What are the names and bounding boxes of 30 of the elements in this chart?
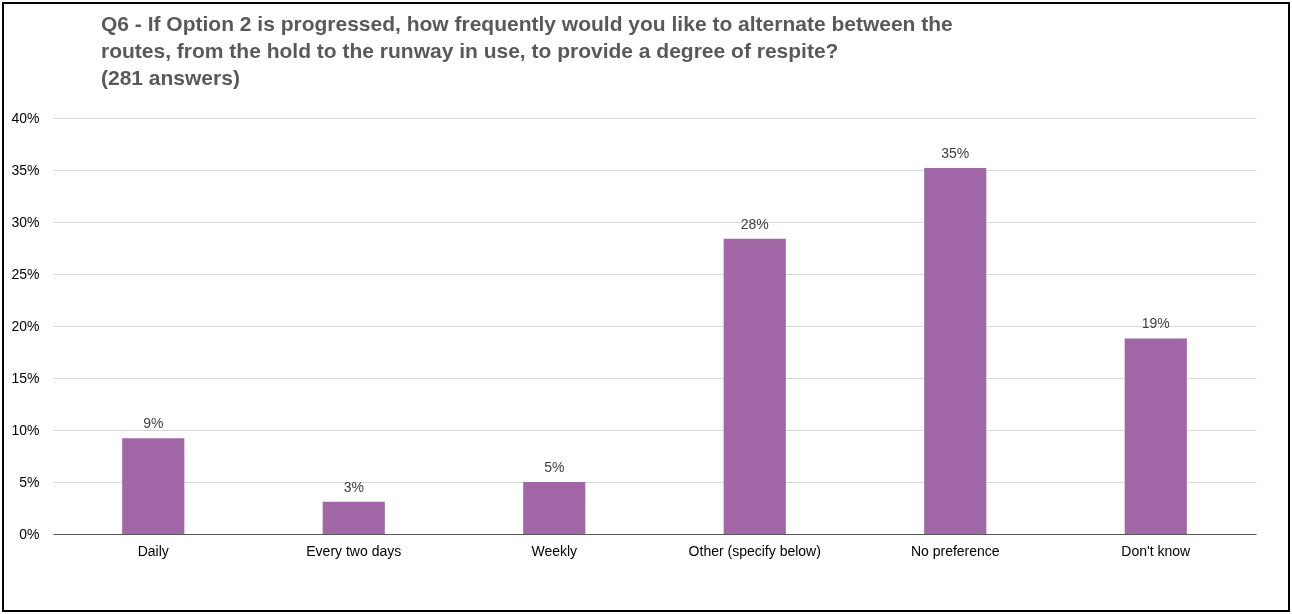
data-label: 35% [941,144,970,161]
text: (281 answers) [100,66,240,89]
data-label: 9% [143,415,164,432]
x-tick-label: Weekly [531,542,578,559]
x-tick-label: Other (specify below) [688,542,821,559]
y-tick-label: 5% [19,473,40,490]
y-tick-label: 0% [19,525,40,542]
text: Q6 - If Option 2 is progressed, how frequently would you like to alternate between the [100,12,953,35]
x-tick-label: Daily [137,542,169,559]
y-tick-label: 20% [11,317,40,334]
bar [1124,338,1187,534]
data-label: 3% [343,478,364,495]
bar [322,501,385,534]
y-tick-label: 25% [11,265,40,282]
y-tick-label: 10% [11,421,40,438]
bar [122,438,185,534]
bar [723,238,786,534]
y-tick-label: 35% [11,161,40,178]
bar [523,482,586,534]
data-label: 19% [1141,315,1170,332]
x-tick-label: No preference [910,542,1000,559]
y-tick-label: 15% [11,369,40,386]
y-tick-label: 30% [11,213,40,230]
bar [924,167,987,534]
y-tick-label: 40% [11,109,40,126]
data-label: 5% [544,459,565,475]
x-tick-label: Every two days [306,542,402,559]
data-label: 28% [740,215,769,232]
text: routes, from the hold to the runway in use, to provide a degree of respite? [100,39,839,62]
x-tick-label: Don't know [1121,542,1192,559]
